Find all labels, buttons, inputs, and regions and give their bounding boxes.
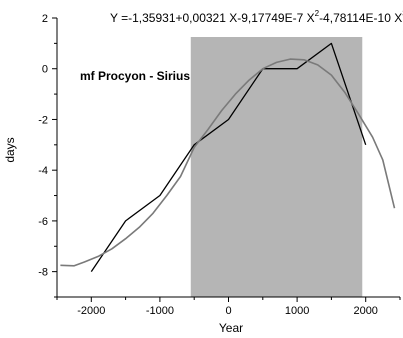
x-tick-label: -1000 bbox=[146, 305, 174, 317]
formula-sup-1: 2 bbox=[315, 9, 320, 18]
x-tick-label: -2000 bbox=[77, 305, 105, 317]
series-line-1 bbox=[90, 42, 367, 272]
ticks-layer: -2000 -1000 0 1000 2000 -8 -6 -4 -2 0 2 bbox=[38, 13, 378, 317]
x-tick-label: 1000 bbox=[285, 305, 309, 317]
y-tick-label: -8 bbox=[38, 267, 48, 279]
y-axis-title: days bbox=[3, 137, 17, 162]
y-tick-label: -4 bbox=[38, 165, 48, 177]
y-tick-label: 0 bbox=[42, 64, 48, 76]
x-tick-label: 2000 bbox=[353, 305, 377, 317]
series-layer bbox=[60, 42, 396, 272]
shaded-region bbox=[190, 37, 363, 297]
annotation-label: mf Procyon - Sirius bbox=[80, 69, 190, 83]
formula-text: Y =-1,35931+0,00321 X-9,17749E-7 X2-4,78… bbox=[110, 9, 403, 25]
y-tick-label: -6 bbox=[38, 216, 48, 228]
x-axis-title: Year bbox=[219, 321, 243, 335]
x-tick-label: 0 bbox=[225, 305, 231, 317]
y-tick-label: 2 bbox=[42, 13, 48, 25]
axes-layer bbox=[52, 17, 401, 302]
series-line-2 bbox=[60, 58, 396, 267]
y-tick-label: -2 bbox=[38, 114, 48, 126]
